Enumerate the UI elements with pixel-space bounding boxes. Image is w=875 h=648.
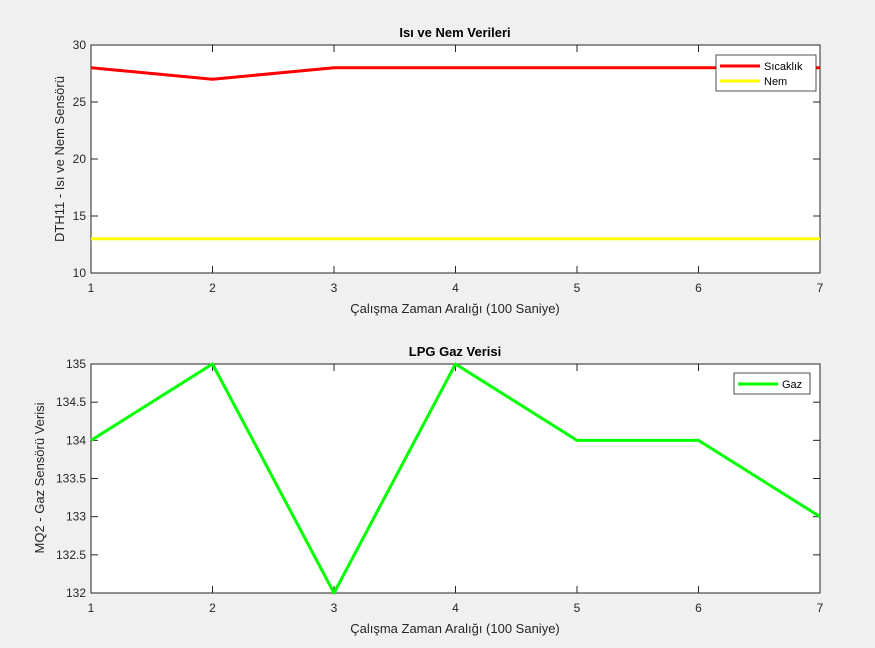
x-tick-label: 2 (209, 601, 216, 615)
chart-lpg-gas: LPG Gaz Verisi Çalışma Zaman Aralığı (10… (32, 344, 824, 636)
x-tick-label: 6 (695, 281, 702, 295)
y-tick-label: 132.5 (56, 548, 86, 562)
y-tick-label: 25 (73, 95, 87, 109)
series-lines (90, 66, 820, 241)
y-tick-label: 133.5 (56, 472, 86, 486)
x-tick-label: 3 (331, 601, 338, 615)
legend: Gaz (733, 372, 811, 395)
x-tick-label: 3 (331, 281, 338, 295)
legend-label-gaz: Gaz (782, 379, 802, 391)
x-tick-label: 6 (695, 601, 702, 615)
x-tick-label: 5 (574, 281, 581, 295)
legend-box (715, 54, 817, 92)
chart-title: Isı ve Nem Verileri (399, 25, 510, 40)
x-axis-label: Çalışma Zaman Aralığı (100 Saniye) (350, 621, 560, 636)
legend: Sıcaklık Nem (715, 54, 817, 92)
axis-ticks: 1 2 3 4 5 6 7 10 15 20 25 30 (73, 38, 824, 295)
x-axis-label: Çalışma Zaman Aralığı (100 Saniye) (350, 301, 560, 316)
y-tick-label: 133 (66, 510, 86, 524)
legend-label-nem: Nem (764, 76, 787, 88)
plot-area (90, 44, 821, 274)
y-tick-label: 30 (73, 38, 87, 52)
x-tick-label: 5 (574, 601, 581, 615)
y-tick-label: 134 (66, 433, 86, 447)
series-lines (90, 362, 821, 595)
axis-ticks: 1 2 3 4 5 6 7 132 132.5 133 133.5 134 134.5 135 (56, 357, 824, 615)
y-tick-label: 134.5 (56, 395, 86, 409)
chart-title: LPG Gaz Verisi (409, 344, 502, 359)
x-tick-label: 7 (817, 281, 824, 295)
series-line-gaz (90, 362, 821, 595)
y-axis-label: DTH11 - Isı ve Nem Sensörü (52, 76, 67, 242)
y-tick-label: 10 (73, 266, 87, 280)
x-tick-label: 2 (209, 281, 216, 295)
x-tick-label: 4 (452, 281, 459, 295)
y-tick-label: 15 (73, 209, 87, 223)
plot-area (90, 363, 821, 594)
x-tick-label: 1 (88, 281, 95, 295)
y-axis-label: MQ2 - Gaz Sensörü Verisi (32, 402, 47, 553)
y-tick-label: 20 (73, 152, 87, 166)
series-line-s-cakl-k (90, 66, 820, 81)
chart-temp-humidity: Isı ve Nem Verileri Çalışma Zaman Aralığ… (52, 25, 824, 316)
x-tick-label: 1 (88, 601, 95, 615)
x-tick-label: 7 (817, 601, 824, 615)
x-tick-label: 4 (452, 601, 459, 615)
y-tick-label: 132 (66, 586, 86, 600)
legend-label-sicaklik: Sıcaklık (764, 61, 803, 73)
y-tick-label: 135 (66, 357, 86, 371)
